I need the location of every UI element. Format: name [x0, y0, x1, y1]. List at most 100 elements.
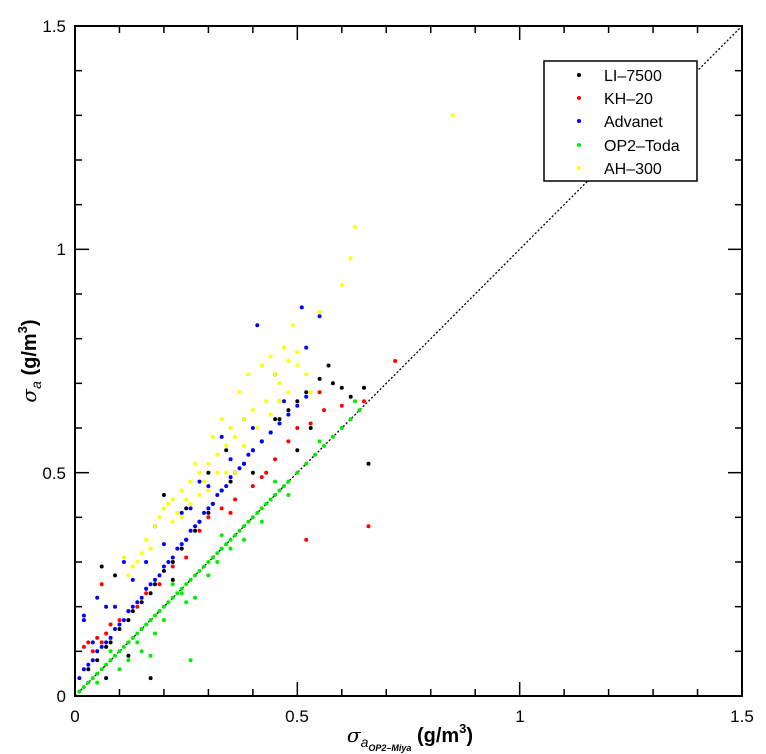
- data-point-s2-37: [242, 461, 246, 466]
- data-point-s2-32: [219, 488, 224, 493]
- data-point-s2-56: [219, 434, 224, 439]
- data-point-s2-40: [259, 439, 264, 444]
- data-point-s0-6: [130, 609, 135, 614]
- data-point-s3-36: [237, 528, 242, 533]
- data-point-s4-12: [264, 399, 269, 404]
- data-point-s4-56: [308, 390, 313, 395]
- data-point-s0-48: [126, 653, 131, 658]
- data-point-s3-8: [113, 653, 117, 658]
- data-point-s0-16: [206, 510, 211, 515]
- data-point-s3-41: [259, 506, 264, 511]
- data-point-s1-6: [108, 622, 113, 627]
- data-point-s3-4: [95, 671, 100, 676]
- data-point-s4-53: [188, 501, 193, 506]
- data-point-s4-49: [206, 488, 211, 493]
- data-point-s2-6: [104, 640, 109, 645]
- data-point-s3-27: [197, 568, 202, 573]
- data-point-s2-65: [161, 542, 166, 547]
- data-point-s2-21: [170, 555, 175, 560]
- data-point-s3-9: [117, 649, 122, 654]
- data-point-s3-74: [317, 439, 322, 444]
- data-point-s2-49: [81, 618, 86, 623]
- data-point-s1-3: [95, 635, 100, 640]
- data-point-s1-27: [393, 359, 398, 363]
- data-point-s2-38: [246, 452, 251, 457]
- data-point-s1-4: [99, 640, 104, 645]
- data-point-s3-53: [339, 426, 344, 430]
- data-point-s1-0: [81, 644, 86, 649]
- data-point-s3-56: [126, 658, 131, 663]
- data-point-s2-44: [295, 403, 300, 408]
- data-point-s2-4: [95, 649, 100, 654]
- data-point-s3-60: [184, 600, 189, 605]
- data-point-s0-39: [206, 470, 211, 475]
- data-point-s0-10: [161, 568, 166, 573]
- data-point-s3-5: [99, 667, 104, 672]
- data-point-s3-20: [166, 600, 171, 605]
- data-point-s2-43: [286, 412, 291, 417]
- data-point-s3-34: [228, 537, 233, 542]
- data-point-s0-45: [330, 381, 335, 386]
- data-point-s4-41: [193, 461, 198, 466]
- data-point-s4-17: [224, 443, 229, 448]
- legend-marker-li-7500: [577, 73, 581, 77]
- data-point-s2-60: [81, 613, 86, 618]
- data-point-s3-55: [357, 408, 362, 413]
- data-point-s1-30: [99, 582, 104, 587]
- data-point-s4-54: [242, 443, 246, 448]
- data-point-s0-46: [104, 676, 109, 681]
- data-point-s3-37: [242, 524, 246, 529]
- data-point-s1-24: [322, 408, 326, 413]
- data-point-s2-34: [228, 475, 233, 480]
- data-point-s0-8: [148, 591, 153, 596]
- data-point-s2-12: [130, 604, 135, 609]
- data-point-s4-42: [184, 497, 189, 502]
- data-point-s2-70: [282, 399, 286, 404]
- data-point-s4-45: [255, 426, 260, 430]
- data-point-s0-43: [295, 448, 300, 453]
- data-point-s2-63: [130, 577, 135, 582]
- data-point-s2-7: [108, 635, 113, 640]
- legend-label-op2-toda: OP2–Toda: [604, 138, 680, 155]
- data-point-s3-28: [202, 564, 206, 569]
- x-tick-label-0: 0: [70, 707, 79, 726]
- data-point-s3-12: [130, 635, 135, 640]
- data-point-s2-26: [193, 524, 198, 529]
- data-point-s4-34: [237, 390, 242, 395]
- data-point-s2-28: [202, 510, 206, 515]
- data-point-s2-66: [188, 506, 193, 511]
- data-point-s1-33: [259, 475, 264, 480]
- data-point-s1-20: [273, 457, 278, 462]
- data-point-s0-0: [86, 667, 91, 672]
- data-point-s4-36: [259, 363, 264, 368]
- data-point-s2-5: [99, 644, 104, 649]
- data-point-s0-19: [228, 479, 233, 484]
- data-point-s4-3: [339, 283, 344, 288]
- data-point-s3-71: [170, 582, 175, 587]
- data-point-s4-10: [277, 381, 282, 386]
- data-point-s1-22: [295, 426, 300, 430]
- data-point-s0-2: [104, 644, 109, 649]
- data-point-s0-27: [295, 399, 300, 404]
- data-point-s2-0: [77, 676, 82, 681]
- data-point-s2-25: [188, 528, 193, 533]
- data-point-s4-8: [295, 363, 300, 368]
- data-point-s1-12: [170, 564, 175, 569]
- x-tick-label-3: 1.5: [730, 707, 754, 726]
- data-point-s3-3: [90, 676, 95, 681]
- data-point-s4-23: [170, 497, 175, 502]
- data-point-s4-32: [210, 434, 215, 439]
- data-point-s1-25: [339, 403, 344, 408]
- legend-marker-ah-300: [577, 166, 581, 170]
- data-point-s0-40: [224, 448, 229, 453]
- data-point-s4-18: [215, 452, 220, 457]
- data-point-s4-58: [197, 493, 202, 497]
- data-point-s3-57: [139, 649, 144, 654]
- legend-box: [543, 60, 698, 182]
- data-point-s1-7: [117, 618, 122, 623]
- data-point-s4-21: [188, 479, 193, 484]
- legend: LI–7500 KH–20 Advanet OP2–Toda AH–300: [543, 60, 698, 182]
- y-tick-label-0: 0: [57, 687, 66, 706]
- data-point-s1-9: [135, 604, 140, 609]
